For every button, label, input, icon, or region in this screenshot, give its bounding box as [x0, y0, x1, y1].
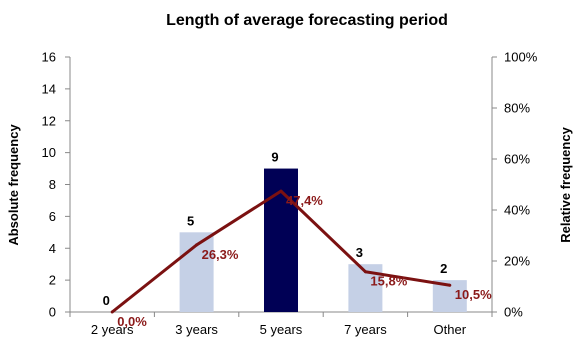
line-point: [279, 189, 283, 193]
line-point: [195, 243, 199, 247]
bar-value-label: 5: [187, 213, 194, 228]
axes: 0 2 4 6 8 10 12 14 16 0% 20% 40% 60% 80% 100% 2 years 3 …: [42, 50, 538, 338]
bars: [179, 168, 467, 312]
y2-tick-label: 40%: [504, 203, 530, 218]
x-tick-label: 2 years: [91, 322, 134, 337]
x-tick-label: 7 years: [344, 322, 387, 337]
y2-tick-label: 20%: [504, 254, 530, 269]
y-tick-label: 6: [49, 209, 56, 224]
labels: 0 5 9 3 2 0,0% 26,3% 47,4% 15,8% 10,5%: [103, 150, 493, 329]
y-tick-label: 0: [49, 305, 56, 320]
y2-tick-label: 0%: [504, 305, 523, 320]
y-tick-label: 2: [49, 273, 56, 288]
x-tick-label: 5 years: [260, 322, 303, 337]
bar-value-label: 3: [356, 245, 363, 260]
x-tick-label: 3 years: [175, 322, 218, 337]
line-point: [448, 283, 452, 287]
y-tick-label: 4: [49, 241, 56, 256]
line-value-label: 26,3%: [202, 247, 239, 262]
line-value-label: 47,4%: [286, 193, 323, 208]
chart-title: Length of average forecasting period: [166, 12, 448, 29]
y-tick-label: 16: [42, 50, 56, 65]
y2-tick-label: 80%: [504, 101, 530, 116]
y-tick-label: 10: [42, 145, 56, 160]
y2-tick-label: 100%: [504, 50, 538, 65]
y-tick-label: 8: [49, 177, 56, 192]
line-value-label: 10,5%: [455, 287, 492, 302]
y2-tick-label: 60%: [504, 152, 530, 167]
y-tick-label: 14: [42, 81, 56, 96]
bar-value-label: 2: [440, 261, 447, 276]
y2-axis-title: Relative frequency: [558, 126, 573, 242]
bar-value-label: 9: [271, 150, 278, 165]
line-point: [110, 310, 114, 314]
y-tick-label: 12: [42, 113, 56, 128]
line-point: [363, 270, 367, 274]
line-value-label: 0,0%: [117, 314, 147, 329]
line-layer: [110, 189, 452, 314]
bar-value-label: 0: [103, 293, 110, 308]
y-axis-title: Absolute frequency: [6, 124, 21, 246]
x-tick-label: Other: [434, 322, 467, 337]
line-value-label: 15,8%: [370, 274, 407, 289]
